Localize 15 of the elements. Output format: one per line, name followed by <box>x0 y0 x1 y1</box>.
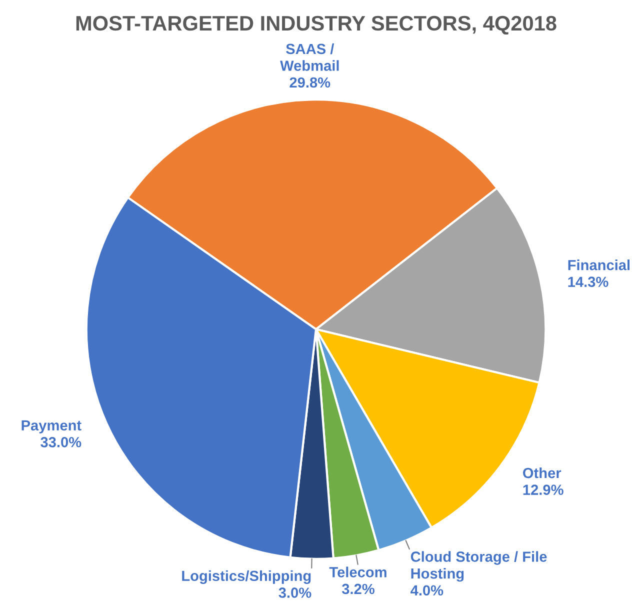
slice-label: Logistics/Shipping <box>182 570 311 584</box>
data-label: 3.0% <box>278 588 312 598</box>
slice-label: Telecom <box>329 566 386 578</box>
slice-label: Payment <box>22 420 82 434</box>
slice-label: SAAS / Webmail <box>280 43 339 71</box>
chart-title: MOST-TARGETED INDUSTRY SECTORS, 4Q2018 <box>76 16 556 35</box>
data-label: 4.0% <box>410 585 444 596</box>
data-label: 12.9% <box>523 484 564 495</box>
data-label: 14.3% <box>568 276 608 288</box>
data-label: 33.0% <box>40 436 82 448</box>
slice-label: Cloud Storage / File Hosting <box>410 551 547 582</box>
data-label: 29.8% <box>290 77 330 88</box>
data-label: 3.2% <box>342 584 374 594</box>
slice-label: Other <box>523 467 562 478</box>
slice-label: Financial <box>568 260 630 270</box>
